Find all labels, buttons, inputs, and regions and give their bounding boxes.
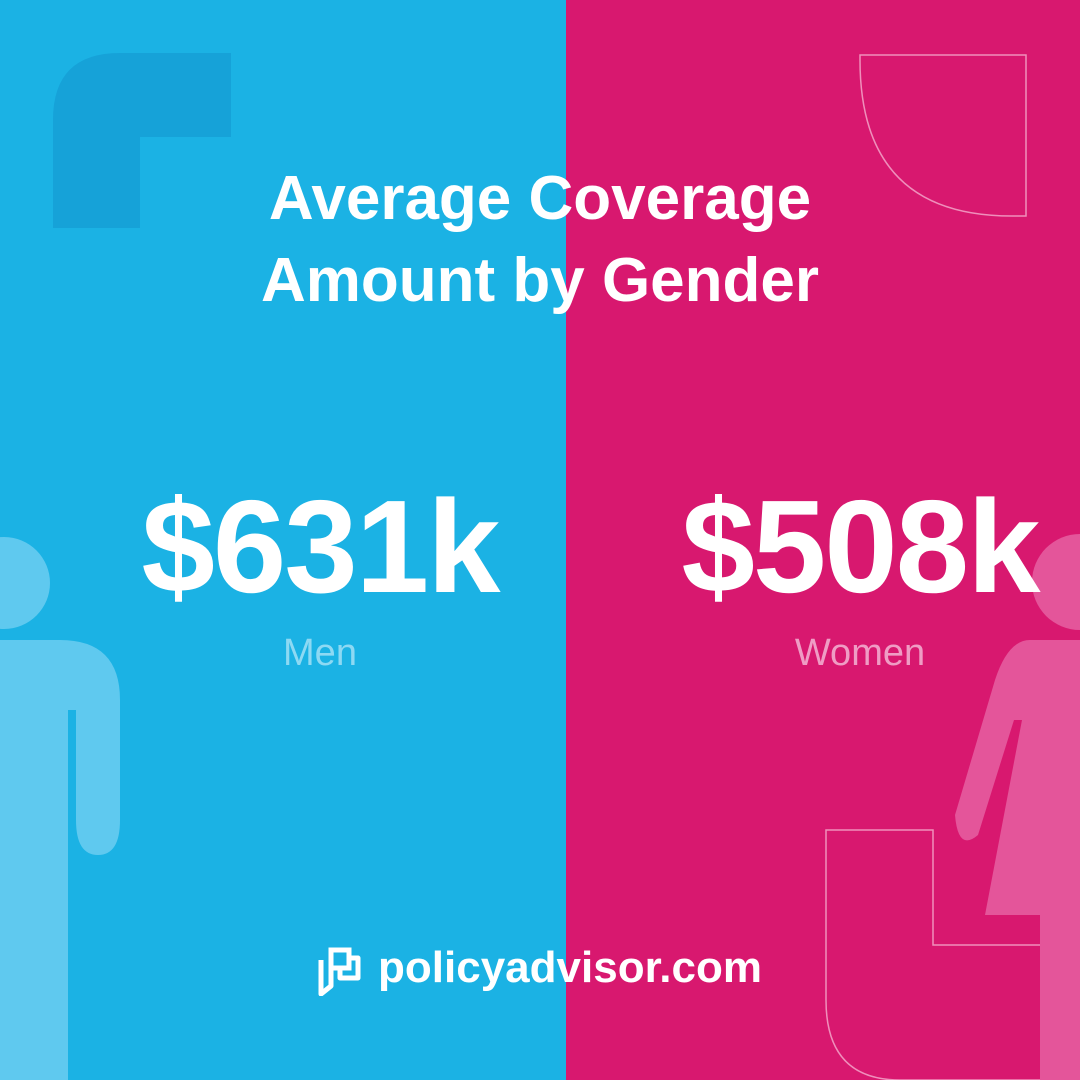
women-label: Women bbox=[794, 632, 926, 674]
brand-footer: policyadvisor.com bbox=[0, 940, 1080, 996]
policyadvisor-logo-icon bbox=[318, 947, 361, 996]
brand-name: policyadvisor.com bbox=[378, 943, 762, 992]
page-title: Average Coverage Amount by Gender bbox=[0, 158, 1080, 322]
men-label: Men bbox=[283, 632, 357, 674]
woman-figure-icon bbox=[955, 534, 1080, 1080]
men-coverage-value: $631k bbox=[141, 473, 500, 620]
title-line-2: Amount by Gender bbox=[260, 246, 820, 315]
man-figure-icon bbox=[0, 537, 120, 1080]
women-coverage-value: $508k bbox=[681, 473, 1040, 620]
quarter-circle-outline bbox=[859, 54, 1027, 217]
title-line-1: Average Coverage bbox=[268, 164, 812, 233]
corner-block-shape bbox=[53, 53, 231, 228]
